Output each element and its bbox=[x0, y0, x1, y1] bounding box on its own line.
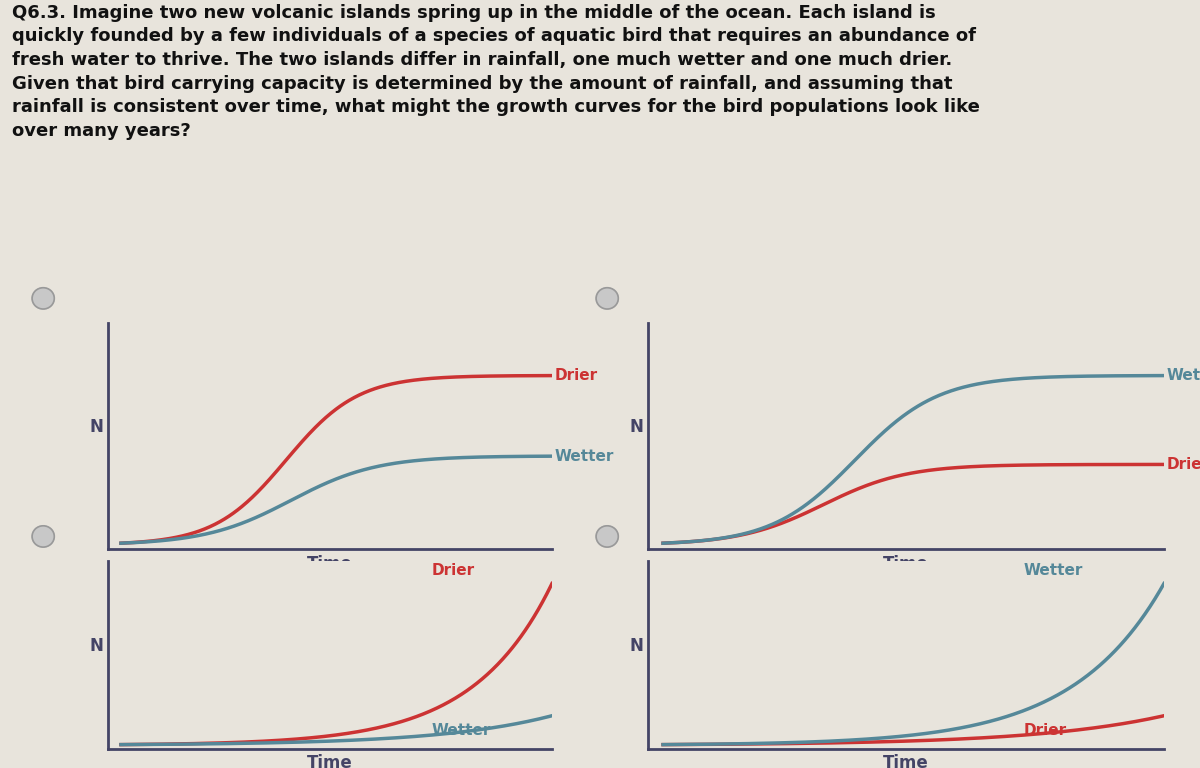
Y-axis label: N: N bbox=[630, 637, 644, 654]
Y-axis label: N: N bbox=[90, 637, 104, 654]
Text: Wetter: Wetter bbox=[1166, 368, 1200, 383]
X-axis label: Time: Time bbox=[307, 554, 353, 573]
X-axis label: Time: Time bbox=[307, 754, 353, 768]
Circle shape bbox=[32, 526, 54, 547]
Circle shape bbox=[596, 526, 618, 547]
Text: Drier: Drier bbox=[554, 368, 598, 383]
X-axis label: Time: Time bbox=[883, 754, 929, 768]
Circle shape bbox=[596, 288, 618, 309]
Text: Wetter: Wetter bbox=[431, 723, 491, 738]
Text: Wetter: Wetter bbox=[554, 449, 613, 464]
Text: Drier: Drier bbox=[1166, 457, 1200, 472]
Text: Q6.3. Imagine two new volcanic islands spring up in the middle of the ocean. Eac: Q6.3. Imagine two new volcanic islands s… bbox=[12, 4, 980, 140]
Y-axis label: N: N bbox=[630, 418, 644, 436]
Text: Drier: Drier bbox=[1024, 723, 1067, 738]
Circle shape bbox=[32, 288, 54, 309]
X-axis label: Time: Time bbox=[883, 554, 929, 573]
Text: Drier: Drier bbox=[431, 563, 474, 578]
Text: Wetter: Wetter bbox=[1024, 563, 1084, 578]
Y-axis label: N: N bbox=[90, 418, 104, 436]
